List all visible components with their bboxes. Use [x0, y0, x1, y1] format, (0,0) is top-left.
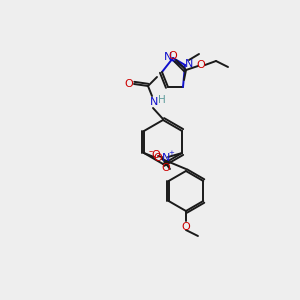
- Text: O: O: [182, 222, 190, 232]
- Text: O: O: [196, 60, 206, 70]
- Text: O: O: [124, 79, 134, 89]
- Text: –: –: [149, 148, 153, 157]
- Text: N: N: [150, 97, 158, 107]
- Text: O: O: [154, 153, 162, 163]
- Text: +: +: [168, 150, 174, 156]
- Text: N: N: [164, 52, 172, 62]
- Text: H: H: [158, 95, 166, 105]
- Text: O: O: [152, 150, 161, 160]
- Text: O: O: [162, 163, 170, 173]
- Text: N: N: [162, 153, 170, 163]
- Text: N: N: [185, 59, 193, 69]
- Text: O: O: [169, 51, 177, 61]
